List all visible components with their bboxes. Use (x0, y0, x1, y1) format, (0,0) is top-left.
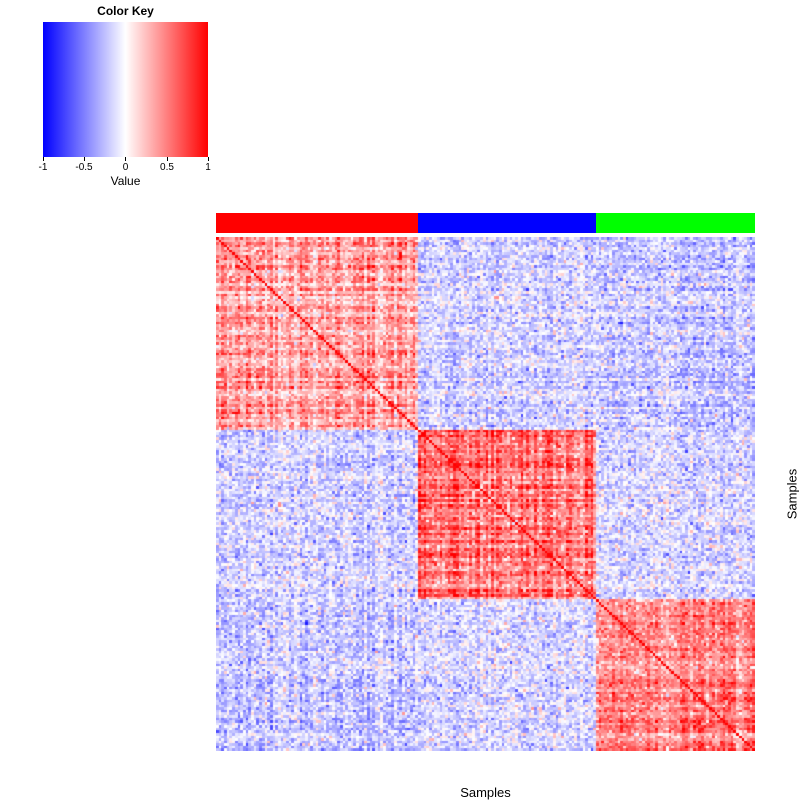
y-axis-label: Samples (784, 468, 800, 520)
color-key-title: Color Key (97, 4, 154, 18)
color-key-tick-mark (42, 157, 44, 161)
color-key-tick-mark (125, 157, 126, 161)
correlation-heatmap (216, 237, 755, 751)
column-group-group-1 (216, 213, 419, 233)
color-key-tick-label: 1 (205, 162, 211, 173)
color-key-tick-label: 0.5 (160, 162, 174, 173)
x-axis-label: Samples (460, 785, 511, 800)
column-group-group-3 (595, 213, 755, 233)
color-key-tick-mark (166, 157, 168, 161)
color-key-value-label: Value (110, 174, 141, 188)
color-key-tick-mark (84, 157, 85, 161)
color-key-tick-label: -1 (38, 162, 48, 173)
color-key-tick-label: 0 (122, 162, 129, 173)
column-side-colors-bar (216, 213, 755, 233)
color-key-tick-mark (207, 157, 209, 161)
color-key-tick-label: -0.5 (75, 162, 93, 173)
color-key-gradient (43, 22, 208, 157)
column-group-group-2 (418, 213, 596, 233)
